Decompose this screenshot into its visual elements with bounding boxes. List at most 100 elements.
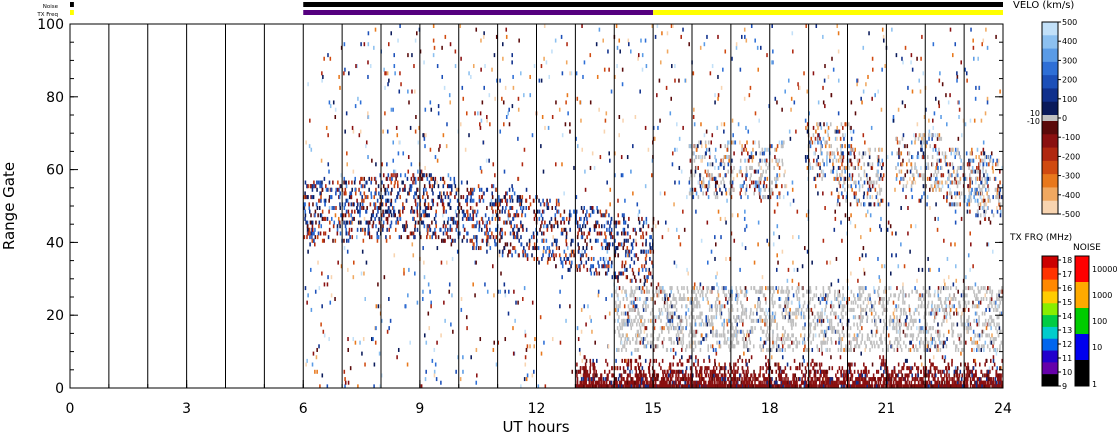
data-cell [358,209,360,214]
data-cell [573,165,575,170]
data-cell [306,235,308,240]
data-cell [695,293,697,298]
data-cell [480,118,483,123]
data-cell [397,151,400,156]
data-cell [920,304,922,309]
data-cell [442,202,445,207]
data-cell [944,297,947,302]
data-cell [590,318,592,323]
data-cell [993,340,995,345]
data-cell [615,220,618,225]
data-cell [834,329,837,334]
data-cell [634,289,636,294]
data-cell [834,216,837,221]
data-cell [902,286,904,291]
data-cell [576,96,579,101]
data-cell [431,198,433,203]
data-cell [785,311,787,316]
data-cell [854,344,856,349]
data-cell [937,286,940,291]
data-cell [942,318,945,323]
data-cell [367,115,370,120]
data-cell [831,329,833,334]
data-cell [943,278,946,283]
data-cell [580,216,582,221]
data-cell [668,326,670,331]
data-cell [850,271,852,276]
data-cell [475,213,478,218]
data-cell [498,202,501,207]
data-cell [978,155,980,160]
data-cell [511,104,514,109]
data-cell [381,180,383,185]
data-cell [454,238,456,243]
data-cell [644,278,646,283]
data-cell [709,322,712,327]
data-cell [940,300,942,305]
data-cell [821,315,823,320]
data-cell [600,213,603,218]
data-cell [373,176,376,181]
data-cell [829,260,832,265]
data-cell [531,300,534,305]
data-cell [817,347,820,352]
data-cell [791,187,794,192]
data-cell [784,329,786,334]
data-cell [567,111,569,116]
data-cell [819,315,822,320]
data-cell [384,187,387,192]
data-cell [865,311,868,316]
data-cell [787,267,790,272]
data-cell [460,56,462,61]
data-cell [351,209,353,214]
data-cell [710,315,713,320]
data-cell [889,286,892,291]
data-cell [731,56,733,61]
data-cell [618,271,620,276]
data-cell [812,333,815,338]
data-cell [569,209,571,214]
data-cell [575,264,578,269]
data-cell [454,49,457,54]
data-cell [578,264,580,269]
data-cell [652,337,655,342]
data-cell [486,206,488,211]
data-cell [443,209,445,214]
data-cell [903,307,906,312]
data-cell [994,337,997,342]
data-cell [392,107,394,112]
data-cell [617,253,619,258]
data-cell [771,318,773,323]
data-cell [305,362,307,367]
data-cell [350,213,352,218]
data-cell [337,180,339,185]
data-cell [679,377,681,382]
data-cell [345,191,347,196]
data-cell [972,45,975,50]
data-cell [716,304,719,309]
data-cell [616,64,618,69]
data-cell [606,242,609,247]
data-cell [626,318,629,323]
data-cell [348,227,351,232]
data-cell [540,144,542,149]
data-cell [969,118,972,123]
data-cell [343,176,346,181]
data-cell [328,169,330,174]
data-cell [722,289,725,294]
data-cell [674,64,676,69]
data-cell [520,242,523,247]
data-cell [644,297,647,302]
data-cell [499,198,502,203]
data-cell [589,165,592,170]
data-cell [822,136,825,141]
data-cell [651,307,654,312]
data-cell [663,300,666,305]
data-cell [830,340,833,345]
data-cell [394,213,397,218]
data-cell [499,227,502,232]
data-cell [861,337,863,342]
data-cell [328,209,330,214]
data-cell [316,369,318,374]
data-cell [339,184,341,189]
